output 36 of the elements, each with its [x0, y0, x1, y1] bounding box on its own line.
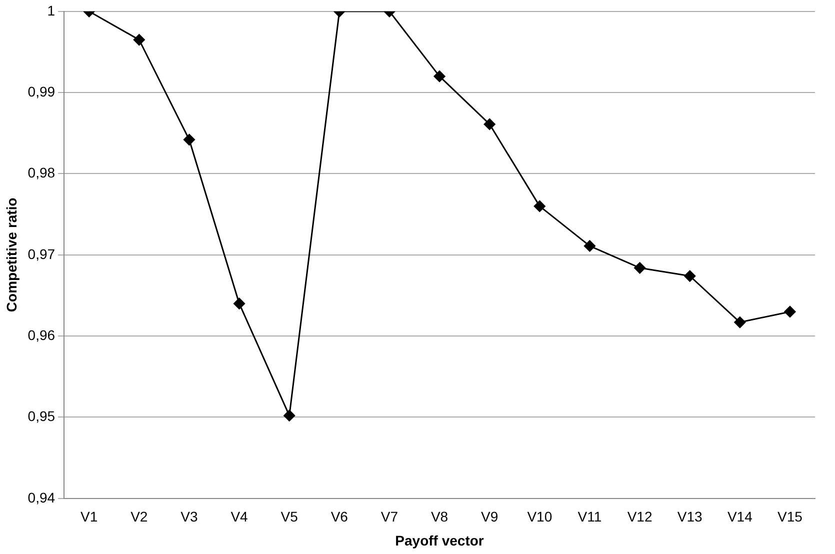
y-axis-title: Competitive ratio	[3, 198, 20, 312]
point	[434, 70, 446, 82]
x-tick-label: V13	[677, 508, 703, 525]
point	[634, 262, 646, 274]
x-tick-label: V10	[527, 508, 552, 525]
x-tick-label: V2	[130, 508, 148, 525]
x-tick-label: V4	[230, 508, 248, 525]
y-tick-label: 0,98	[28, 164, 56, 181]
x-tick-label: V3	[180, 508, 198, 525]
point	[284, 410, 296, 422]
point	[784, 306, 796, 318]
y-tick-label: 0,95	[28, 408, 56, 424]
point	[684, 270, 696, 282]
point	[183, 134, 195, 146]
x-tick-label: V7	[380, 508, 398, 525]
x-tick-label: V9	[481, 508, 498, 525]
x-tick-label: V12	[627, 508, 652, 525]
point	[734, 316, 746, 328]
point	[484, 118, 496, 130]
x-tick-label: V6	[330, 508, 348, 525]
point	[234, 298, 246, 310]
x-tick-label: V14	[727, 508, 753, 525]
point	[534, 200, 546, 212]
y-tick-label: 0,99	[28, 83, 56, 100]
x-tick-label: V5	[280, 508, 298, 525]
y-tick-label: 1	[47, 2, 56, 18]
point	[133, 34, 145, 46]
x-tick-label: V15	[778, 508, 803, 525]
y-tick-label: 0,97	[28, 246, 56, 262]
x-tick-label: V8	[430, 508, 448, 525]
y-tick-label: 0,94	[28, 489, 56, 506]
x-axis-title: Payoff vector	[395, 532, 484, 548]
y-tick-label: 0,96	[28, 326, 56, 343]
point	[584, 240, 596, 252]
x-tick-label: V1	[80, 508, 98, 525]
x-tick-label: V11	[578, 508, 602, 525]
